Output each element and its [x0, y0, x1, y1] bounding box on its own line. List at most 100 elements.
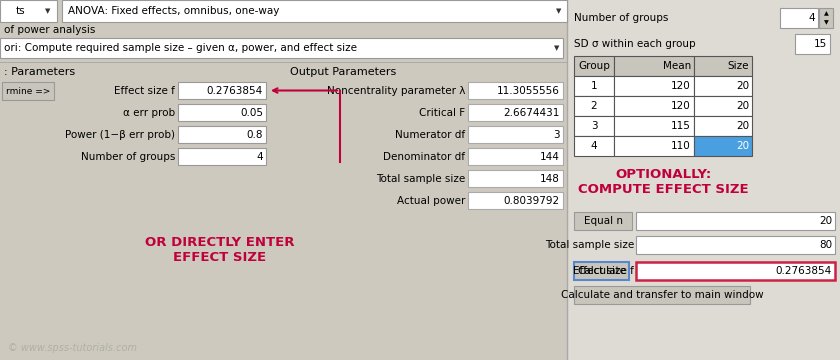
Text: 110: 110 — [671, 141, 691, 151]
Text: Critical F: Critical F — [419, 108, 465, 117]
Text: 148: 148 — [540, 174, 560, 184]
Text: OR DIRECTLY ENTER
EFFECT SIZE: OR DIRECTLY ENTER EFFECT SIZE — [145, 236, 295, 264]
Text: rmine =>: rmine => — [6, 86, 50, 95]
Text: 20: 20 — [736, 141, 749, 151]
Text: © www.spss-tutorials.com: © www.spss-tutorials.com — [8, 343, 137, 353]
Text: 20: 20 — [736, 81, 749, 91]
Bar — [0, 0, 567, 360]
Text: of power analysis: of power analysis — [4, 25, 96, 35]
Text: 144: 144 — [540, 152, 560, 162]
Bar — [2, 82, 54, 100]
Text: Power (1−β err prob): Power (1−β err prob) — [65, 130, 175, 139]
Bar — [178, 104, 266, 121]
Text: 20: 20 — [819, 216, 832, 226]
Text: OPTIONALLY:
COMPUTE EFFECT SIZE: OPTIONALLY: COMPUTE EFFECT SIZE — [578, 168, 748, 196]
Text: 2.6674431: 2.6674431 — [504, 108, 560, 117]
Bar — [694, 76, 752, 96]
Bar — [574, 212, 632, 230]
Text: Size: Size — [727, 61, 749, 71]
Text: 3: 3 — [591, 121, 597, 131]
Text: 4: 4 — [808, 13, 815, 23]
Text: Group: Group — [578, 61, 610, 71]
Text: Total sample size: Total sample size — [545, 240, 634, 250]
Bar — [694, 56, 752, 76]
Text: ▼: ▼ — [554, 45, 559, 51]
Bar — [574, 76, 614, 96]
Bar — [574, 286, 750, 304]
Bar — [0, 0, 57, 22]
Bar — [468, 170, 563, 187]
Text: 3: 3 — [554, 130, 560, 139]
Text: Actual power: Actual power — [396, 195, 465, 206]
Text: Effect size f: Effect size f — [114, 85, 175, 95]
Text: Calculate: Calculate — [577, 266, 626, 276]
Text: SD σ within each group: SD σ within each group — [574, 39, 696, 49]
Text: Calculate and transfer to main window: Calculate and transfer to main window — [560, 290, 764, 300]
Text: ts: ts — [15, 6, 25, 16]
Text: Equal n: Equal n — [584, 216, 622, 226]
Text: 115: 115 — [671, 121, 691, 131]
Text: 120: 120 — [671, 81, 691, 91]
Bar — [574, 116, 614, 136]
Bar — [614, 136, 694, 156]
Text: Number of groups: Number of groups — [81, 152, 175, 162]
Text: 0.05: 0.05 — [240, 108, 263, 117]
Text: α err prob: α err prob — [123, 108, 175, 117]
Bar — [636, 236, 835, 254]
Bar — [178, 148, 266, 165]
Text: ▼: ▼ — [824, 21, 828, 26]
Text: 2: 2 — [591, 101, 597, 111]
Text: 4: 4 — [591, 141, 597, 151]
Text: 15: 15 — [814, 39, 827, 49]
Bar — [694, 116, 752, 136]
Bar — [614, 76, 694, 96]
Bar — [574, 96, 614, 116]
Text: 0.2763854: 0.2763854 — [776, 266, 832, 276]
Bar — [574, 136, 614, 156]
Bar — [468, 126, 563, 143]
Text: ▼: ▼ — [45, 8, 50, 14]
Text: Effect size f: Effect size f — [573, 266, 634, 276]
Bar — [62, 0, 567, 22]
Bar — [614, 56, 694, 76]
Text: 80: 80 — [819, 240, 832, 250]
Bar — [0, 38, 563, 58]
Text: Mean: Mean — [663, 61, 691, 71]
Bar — [178, 82, 266, 99]
Text: 0.8: 0.8 — [246, 130, 263, 139]
Bar — [636, 212, 835, 230]
Text: ▼: ▼ — [556, 8, 562, 14]
Text: ANOVA: Fixed effects, omnibus, one-way: ANOVA: Fixed effects, omnibus, one-way — [68, 6, 280, 16]
Text: 0.8039792: 0.8039792 — [504, 195, 560, 206]
Bar — [468, 82, 563, 99]
Text: Output Parameters: Output Parameters — [290, 67, 396, 77]
Text: Total sample size: Total sample size — [375, 174, 465, 184]
Text: ori: Compute required sample size – given α, power, and effect size: ori: Compute required sample size – give… — [4, 43, 357, 53]
Text: 120: 120 — [671, 101, 691, 111]
Bar — [780, 8, 818, 28]
Text: Number of groups: Number of groups — [574, 13, 669, 23]
Text: 0.2763854: 0.2763854 — [207, 85, 263, 95]
Bar — [574, 262, 629, 280]
Text: 4: 4 — [256, 152, 263, 162]
Text: 1: 1 — [591, 81, 597, 91]
Text: 11.3055556: 11.3055556 — [497, 85, 560, 95]
Bar — [636, 262, 835, 280]
Bar — [795, 34, 830, 54]
Text: 20: 20 — [736, 101, 749, 111]
Bar — [567, 0, 840, 360]
Bar — [468, 104, 563, 121]
Bar — [819, 8, 833, 28]
Bar — [178, 126, 266, 143]
Bar — [694, 136, 752, 156]
Text: : Parameters: : Parameters — [4, 67, 75, 77]
Text: Noncentrality parameter λ: Noncentrality parameter λ — [327, 85, 465, 95]
Text: Denominator df: Denominator df — [383, 152, 465, 162]
Text: Numerator df: Numerator df — [395, 130, 465, 139]
Bar — [574, 56, 614, 76]
Text: ▲: ▲ — [824, 12, 828, 17]
Bar — [614, 96, 694, 116]
Bar — [614, 116, 694, 136]
Text: 20: 20 — [736, 121, 749, 131]
Bar — [468, 192, 563, 209]
